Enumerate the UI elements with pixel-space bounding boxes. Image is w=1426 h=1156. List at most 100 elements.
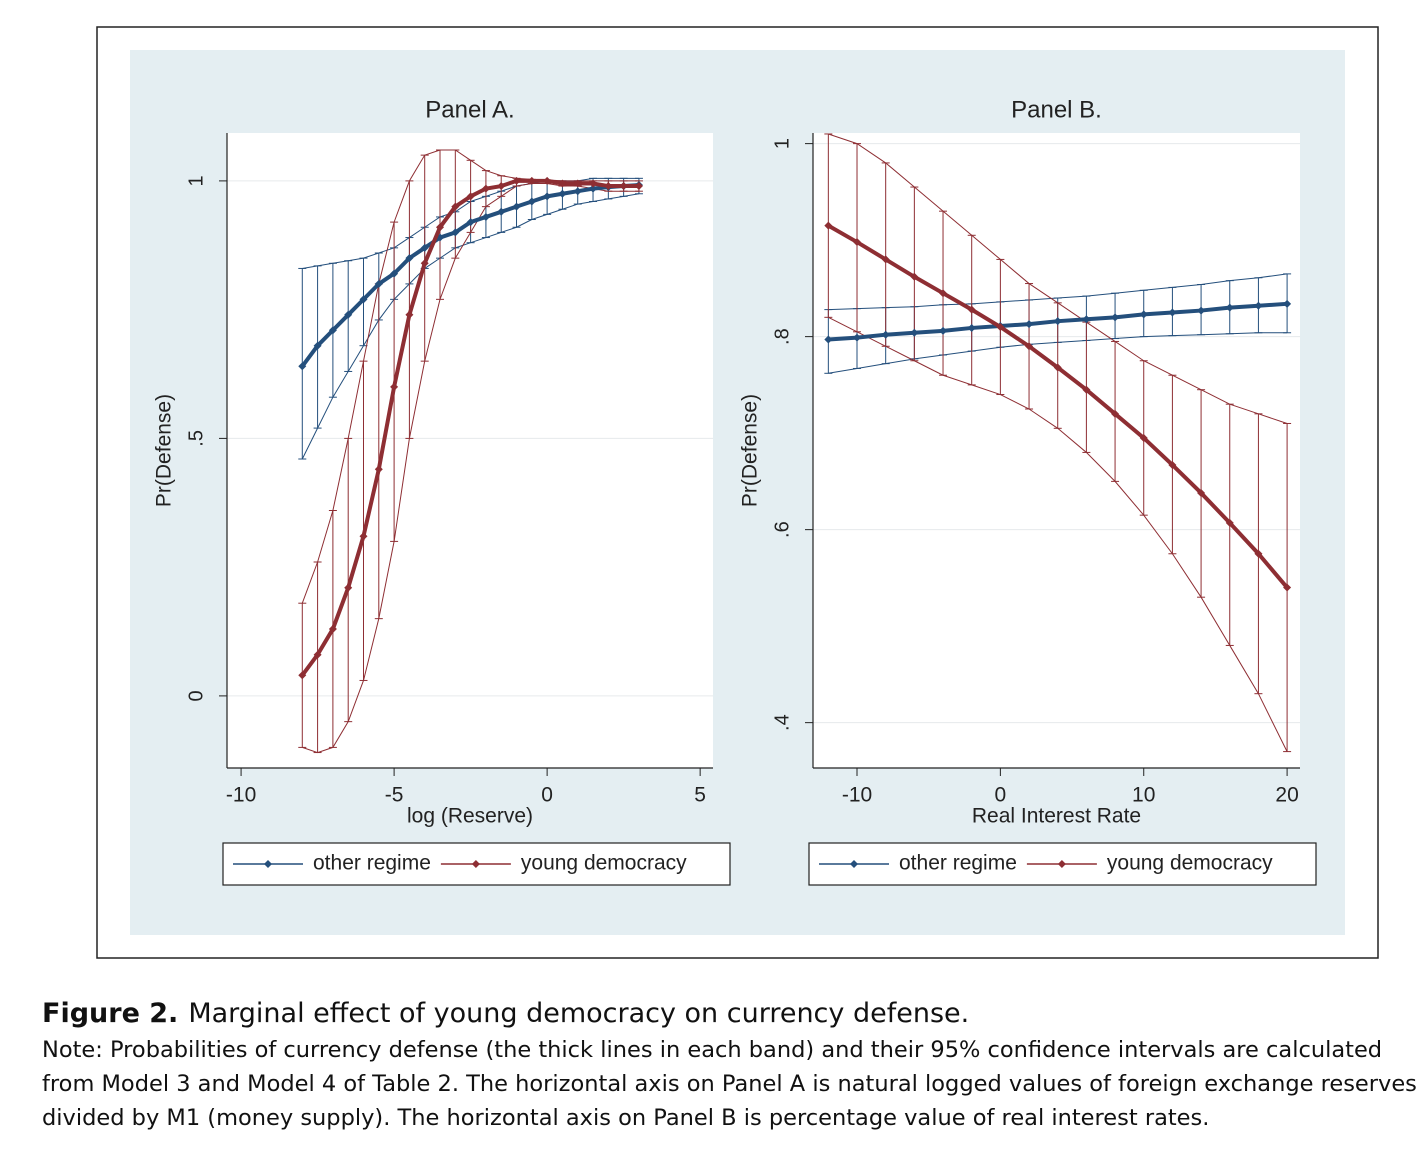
point-marker [1197, 306, 1206, 315]
y-tick-label: .4 [771, 714, 793, 731]
point-marker [939, 326, 948, 335]
x-tick-label: 10 [1132, 784, 1155, 807]
point-marker [1283, 583, 1292, 592]
point-marker [967, 305, 976, 314]
point-marker [589, 179, 598, 188]
point-marker [390, 382, 399, 391]
point-marker [512, 176, 521, 185]
point-marker [1053, 363, 1062, 372]
caption-label: Figure 2. [42, 998, 179, 1029]
legend-swatch-marker [850, 860, 858, 868]
x-tick-label: -10 [226, 784, 256, 807]
x-tick-label: 0 [541, 784, 553, 807]
y-tick-label: 0 [185, 690, 207, 701]
point-marker [298, 671, 307, 680]
point-marker [1082, 315, 1091, 324]
point-marker [374, 279, 383, 288]
point-marker [359, 295, 368, 304]
caption-head: Figure 2. Marginal effect of young democr… [42, 998, 1417, 1029]
point-marker [497, 207, 506, 216]
point-marker [481, 184, 490, 193]
caption-note: Note: Probabilities of currency defense … [42, 1037, 1417, 1131]
y-axis-label: Pr(Defense) [153, 394, 176, 507]
point-marker [420, 259, 429, 268]
point-marker [1168, 308, 1177, 317]
point-marker [1254, 301, 1263, 310]
point-marker [1053, 317, 1062, 326]
ci-bound-line [828, 133, 1288, 424]
point-marker [313, 650, 322, 659]
x-axis-label: Real Interest Rate [972, 805, 1141, 828]
ci-bound-line [828, 316, 1288, 752]
point-marker [1025, 342, 1034, 351]
x-tick-label: 5 [694, 784, 706, 807]
point-marker [558, 179, 567, 188]
legend-swatch-marker [471, 860, 480, 868]
point-marker [996, 322, 1005, 331]
point-marker [573, 187, 582, 196]
point-marker [436, 223, 445, 232]
point-marker [344, 583, 353, 592]
point-marker [527, 197, 536, 206]
point-marker [1025, 320, 1034, 329]
point-marker [939, 289, 948, 298]
point-marker [558, 189, 567, 198]
plot-area [227, 133, 713, 768]
legend-swatch-marker [264, 860, 272, 868]
legend-label: other regime [899, 852, 1017, 875]
y-tick-label: .6 [771, 521, 793, 538]
x-axis-label: log (Reserve) [407, 805, 533, 828]
point-marker [328, 326, 337, 335]
point-marker [298, 362, 307, 371]
point-marker [1139, 310, 1148, 319]
y-tick-label: .8 [771, 328, 793, 345]
point-marker [390, 269, 399, 278]
point-marker [313, 341, 322, 350]
point-marker [374, 465, 383, 474]
point-marker [451, 202, 460, 211]
point-marker [910, 328, 919, 337]
legend-label: young democracy [521, 852, 687, 875]
point-marker [1111, 409, 1120, 418]
legend-swatch-marker [1057, 860, 1066, 868]
ci-bound-line [301, 149, 639, 604]
point-marker [910, 272, 919, 281]
legend-label: other regime [313, 852, 431, 875]
point-marker [1139, 433, 1148, 442]
ci-bound-line [302, 182, 639, 754]
panel-title: Panel A. [425, 96, 514, 123]
point-marker [853, 333, 862, 342]
y-tick-label: 1 [771, 138, 793, 149]
point-marker [543, 176, 552, 185]
caption-title: Marginal effect of young democracy on cu… [188, 998, 970, 1029]
point-marker [573, 179, 582, 188]
legend-label: young democracy [1107, 852, 1273, 875]
point-marker [589, 184, 598, 193]
point-marker [497, 182, 506, 191]
point-marker [881, 255, 890, 264]
x-tick-label: 20 [1275, 784, 1298, 807]
point-marker [405, 310, 414, 319]
x-tick-label: -5 [385, 784, 404, 807]
point-marker [359, 532, 368, 541]
figure: Panel A. 0 .5 1 -10 -5 0 5 log (Reserve) Pr(Defen… [96, 26, 1379, 959]
plot-area [813, 133, 1300, 768]
point-marker [967, 323, 976, 332]
point-marker [328, 624, 337, 633]
point-marker [1111, 313, 1120, 322]
point-marker [881, 330, 890, 339]
point-marker [527, 176, 536, 185]
point-marker [481, 212, 490, 221]
point-marker [1082, 385, 1091, 394]
y-tick-label: 1 [185, 175, 207, 186]
ci-bound-line [828, 273, 1288, 311]
caption: Figure 2. Marginal effect of young democr… [42, 998, 1417, 1135]
point-marker [1197, 488, 1206, 497]
point-marker [344, 310, 353, 319]
point-marker [466, 218, 475, 227]
point-marker [853, 238, 862, 247]
point-marker [619, 182, 628, 191]
y-tick-label: .5 [185, 430, 207, 447]
point-marker [1168, 460, 1177, 469]
